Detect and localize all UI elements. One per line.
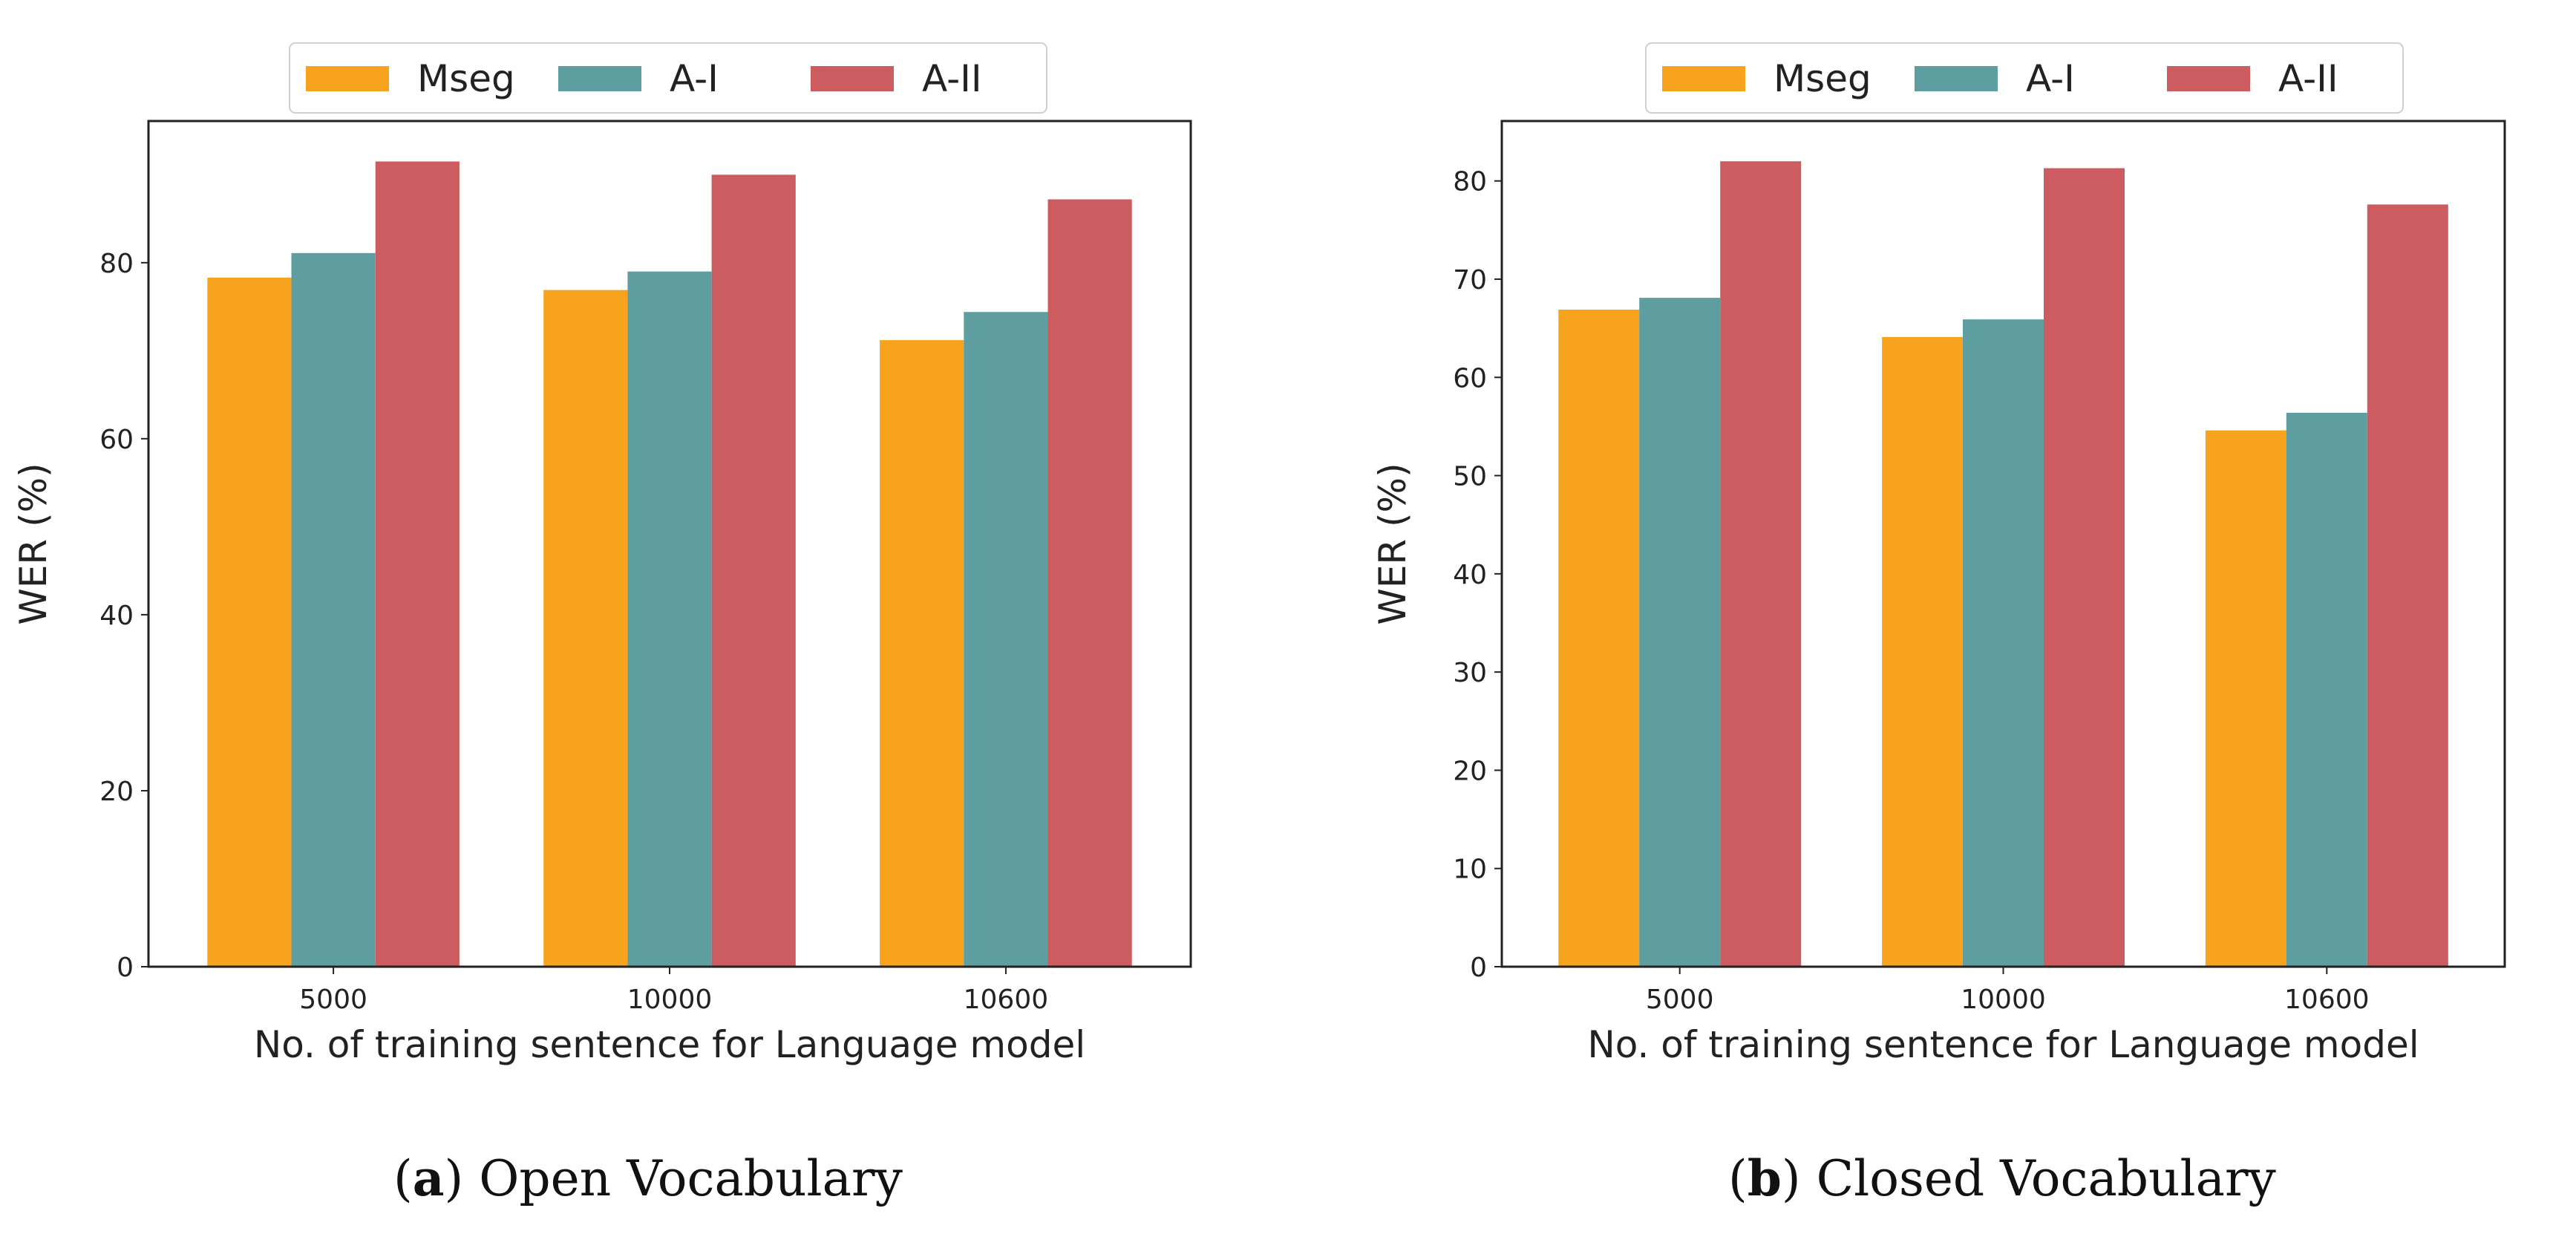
y-tick-label: 0: [117, 953, 134, 983]
legend-label-a-ii: A-II: [2278, 57, 2338, 100]
legend-label-a-ii: A-II: [922, 57, 982, 100]
y-tick-label: 20: [99, 777, 134, 807]
x-tick-label: 10000: [627, 985, 713, 1015]
bar-a-i-5000: [1639, 298, 1721, 967]
bar-a-i-10600: [964, 312, 1048, 967]
legend-swatch-a-i: [558, 66, 641, 91]
y-axis-label: WER (%): [12, 463, 55, 624]
y-tick-label: 50: [1453, 462, 1487, 492]
caption-b: (b) Closed Vocabulary: [1728, 1149, 2276, 1207]
bar-mseg-10000: [543, 290, 628, 967]
bar-a-i-10000: [627, 271, 712, 967]
x-tick-label: 10600: [2284, 985, 2370, 1015]
legend-label-a-i: A-I: [670, 57, 719, 100]
bar-mseg-5000: [207, 278, 292, 967]
chart-panel-b: 5000 10000 10600 0 10 20 30 40 50 60 70 80 No. of tr…: [1371, 42, 2506, 1066]
y-tick-label: 80: [99, 249, 134, 279]
x-tick-label: 5000: [1646, 985, 1714, 1015]
y-axis-label: WER (%): [1371, 463, 1414, 624]
x-tick-label: 5000: [299, 985, 367, 1015]
axes-frame: [1500, 120, 2506, 968]
caption-b-text: Closed Vocabulary: [1816, 1150, 2276, 1207]
legend-swatch-a-i: [1915, 66, 1998, 91]
bar-mseg-10600: [2205, 430, 2286, 967]
legend-label-mseg: Mseg: [1774, 57, 1871, 100]
y-tick-label: 10: [1453, 855, 1487, 885]
y-tick-label: 40: [1453, 560, 1487, 590]
legend-label-mseg: Mseg: [417, 57, 515, 100]
y-tick-label: 30: [1453, 658, 1487, 688]
bar-a-i-5000: [291, 252, 376, 967]
bar-mseg-10000: [1882, 337, 1964, 967]
legend: Mseg A-I A-II: [289, 42, 1047, 114]
bar-a-ii-5000: [1720, 161, 1802, 967]
bar-a-ii-10000: [2044, 168, 2125, 967]
bar-a-ii-5000: [375, 161, 460, 967]
y-tick-label: 80: [1453, 167, 1487, 197]
bar-a-i-10000: [1963, 319, 2044, 967]
bar-mseg-10600: [880, 340, 964, 967]
caption-a-text: Open Vocabulary: [479, 1150, 903, 1207]
bar-a-i-10600: [2286, 412, 2367, 967]
caption-a: (a) Open Vocabulary: [393, 1149, 903, 1207]
caption-b-label: b: [1747, 1149, 1782, 1207]
legend-swatch-mseg: [1662, 66, 1745, 91]
legend: Mseg A-I A-II: [1645, 42, 2404, 114]
bar-a-ii-10600: [2367, 204, 2448, 967]
legend-box: [289, 42, 1047, 114]
caption-a-label: a: [412, 1149, 445, 1207]
x-tick-label: 10000: [1961, 985, 2046, 1015]
legend-swatch-a-ii: [811, 66, 894, 91]
legend-box: [1645, 42, 2404, 114]
y-tick-label: 0: [1470, 953, 1487, 983]
y-tick-label: 20: [1453, 756, 1487, 786]
legend-label-a-i: A-I: [2026, 57, 2075, 100]
x-tick-label: 10600: [964, 985, 1049, 1015]
legend-swatch-mseg: [306, 66, 389, 91]
y-tick-label: 60: [99, 425, 134, 455]
y-tick-label: 40: [99, 601, 134, 631]
legend-swatch-a-ii: [2167, 66, 2250, 91]
bar-a-ii-10000: [711, 174, 796, 967]
x-axis-label: No. of training sentence for Language mo…: [1587, 1023, 2419, 1066]
bar-mseg-5000: [1558, 310, 1640, 967]
bar-a-ii-10600: [1047, 199, 1132, 967]
x-axis-label: No. of training sentence for Language mo…: [254, 1023, 1085, 1066]
axes-frame: [147, 120, 1192, 968]
chart-panel-a: 5000 10000 10600 0 20 40 60 80 No. of training s…: [12, 42, 1192, 1066]
y-tick-label: 70: [1453, 265, 1487, 296]
y-tick-label: 60: [1453, 363, 1487, 394]
